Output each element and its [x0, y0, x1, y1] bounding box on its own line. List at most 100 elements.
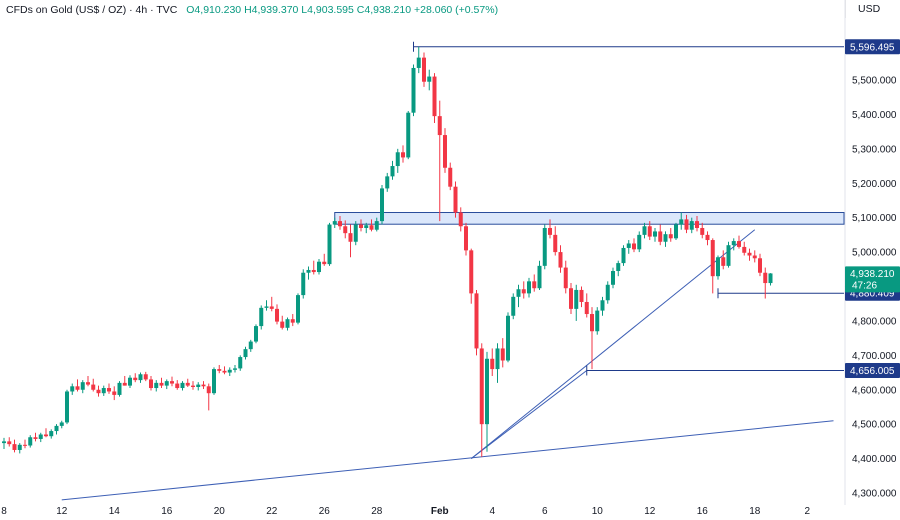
candle-body[interactable] [495, 348, 500, 370]
candle-body[interactable] [516, 289, 521, 297]
candle-body[interactable] [107, 388, 111, 392]
candle-body[interactable] [658, 231, 663, 242]
candle-body[interactable] [212, 369, 216, 394]
candle-body[interactable] [311, 269, 316, 273]
candle-body[interactable] [616, 263, 621, 272]
candle-body[interactable] [338, 221, 342, 227]
candle-body[interactable] [164, 381, 169, 386]
candle-body[interactable] [154, 382, 159, 389]
candle-body[interactable] [490, 358, 495, 370]
candle-body[interactable] [653, 231, 657, 237]
candle-body[interactable] [91, 384, 96, 390]
candle-body[interactable] [542, 227, 547, 266]
trendline[interactable] [61, 420, 834, 501]
candle-body[interactable] [600, 300, 605, 311]
candle-body[interactable] [380, 188, 384, 222]
candle-body[interactable] [259, 307, 264, 327]
candle-body[interactable] [768, 273, 773, 284]
candle-body[interactable] [532, 281, 537, 289]
candle-body[interactable] [427, 76, 432, 82]
candle-body[interactable] [17, 444, 22, 450]
candle-body[interactable] [296, 295, 300, 323]
candle-body[interactable] [238, 357, 243, 369]
candle-body[interactable] [233, 368, 237, 370]
candle-body[interactable] [374, 221, 379, 230]
candle-body[interactable] [611, 271, 615, 285]
candle-body[interactable] [44, 434, 48, 437]
candle-body[interactable] [280, 321, 285, 328]
trendline[interactable] [470, 370, 588, 459]
candle-body[interactable] [112, 391, 117, 395]
candle-body[interactable] [411, 67, 416, 113]
candle-body[interactable] [301, 272, 306, 296]
candle-body[interactable] [511, 296, 516, 316]
candle-body[interactable] [752, 255, 757, 259]
candle-body[interactable] [574, 289, 579, 309]
candle-body[interactable] [679, 219, 684, 225]
candle-body[interactable] [269, 306, 274, 309]
candle-body[interactable] [747, 252, 752, 256]
candle-body[interactable] [710, 240, 715, 277]
candle-body[interactable] [227, 369, 232, 373]
trendline[interactable] [470, 229, 756, 459]
candle-body[interactable] [395, 152, 400, 167]
candle-body[interactable] [23, 444, 27, 446]
candle-body[interactable] [133, 377, 138, 381]
candle-body[interactable] [385, 176, 390, 189]
candle-body[interactable] [642, 226, 647, 235]
candle-body[interactable] [70, 386, 75, 392]
candle-body[interactable] [327, 224, 332, 265]
candle-body[interactable] [86, 382, 90, 385]
candle-body[interactable] [689, 221, 694, 230]
candle-body[interactable] [285, 319, 290, 328]
candle-body[interactable] [248, 341, 253, 350]
candle-body[interactable] [537, 265, 542, 289]
candle-body[interactable] [437, 116, 442, 136]
candle-body[interactable] [275, 308, 279, 322]
candle-body[interactable] [695, 221, 699, 228]
candle-body[interactable] [201, 384, 206, 387]
candle-body[interactable] [500, 348, 505, 361]
candle-body[interactable] [422, 57, 426, 82]
candle-body[interactable] [621, 247, 626, 264]
candle-body[interactable] [464, 226, 468, 251]
candle-body[interactable] [322, 261, 327, 265]
candle-body[interactable] [626, 243, 631, 248]
candle-body[interactable] [33, 437, 38, 439]
candle-body[interactable] [7, 441, 12, 445]
candle-body[interactable] [254, 326, 258, 342]
candle-body[interactable] [663, 234, 668, 242]
candle-body[interactable] [185, 382, 190, 386]
candle-body[interactable] [353, 224, 358, 242]
candle-body[interactable] [758, 258, 762, 273]
candle-body[interactable] [763, 272, 768, 284]
candle-body[interactable] [474, 293, 479, 349]
candle-body[interactable] [390, 166, 395, 177]
candle-body[interactable] [668, 234, 673, 239]
candle-body[interactable] [595, 310, 600, 332]
candle-body[interactable] [553, 234, 558, 253]
candle-body[interactable] [80, 382, 85, 390]
candle-body[interactable] [731, 241, 736, 246]
candle-body[interactable] [448, 167, 453, 187]
candle-body[interactable] [264, 306, 269, 308]
candle-body[interactable] [737, 241, 741, 247]
candle-body[interactable] [369, 225, 374, 230]
candle-body[interactable] [348, 233, 353, 242]
candle-body[interactable] [684, 219, 689, 230]
candle-body[interactable] [217, 369, 222, 371]
candle-body[interactable] [49, 431, 54, 437]
candle-body[interactable] [306, 269, 311, 273]
candle-body[interactable] [721, 257, 726, 266]
candle-body[interactable] [443, 135, 447, 168]
candle-body[interactable] [243, 349, 248, 358]
candle-body[interactable] [2, 441, 6, 444]
candle-body[interactable] [332, 221, 337, 225]
candle-body[interactable] [290, 319, 295, 323]
candle-body[interactable] [222, 370, 227, 373]
candle-body[interactable] [364, 225, 369, 228]
candle-body[interactable] [700, 227, 705, 235]
candle-body[interactable] [469, 250, 474, 294]
resistance-zone[interactable] [334, 212, 845, 225]
